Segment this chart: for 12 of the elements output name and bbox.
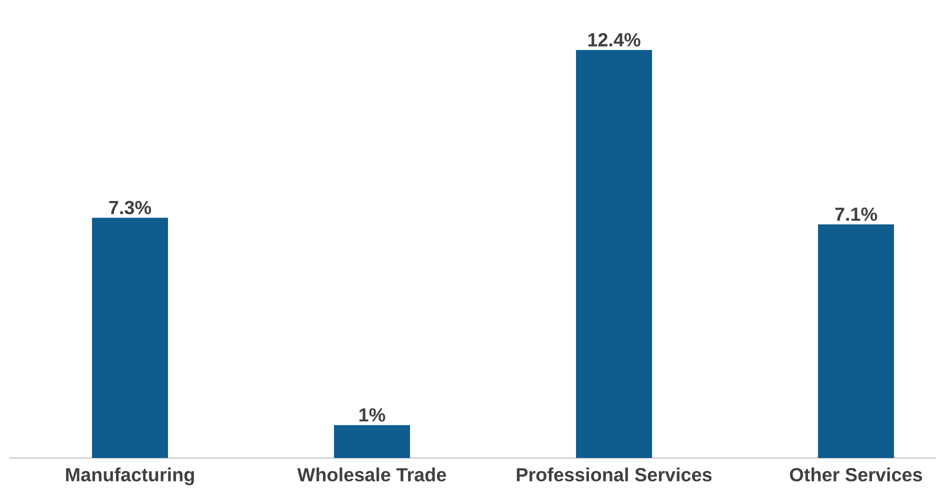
bar <box>334 425 410 458</box>
x-tick-label: Wholesale Trade <box>297 468 446 482</box>
bar <box>818 224 894 458</box>
bar <box>576 50 652 458</box>
x-tick-label: Other Services <box>790 468 922 482</box>
x-tick-label: Manufacturing <box>66 468 194 486</box>
bar <box>92 218 168 458</box>
x-tick-label: Professional Services <box>516 468 712 482</box>
data-label: 7.3% <box>109 200 152 214</box>
data-label: 12.4% <box>588 33 640 46</box>
data-label: 7.1% <box>835 208 878 221</box>
data-label: 1% <box>360 408 386 422</box>
